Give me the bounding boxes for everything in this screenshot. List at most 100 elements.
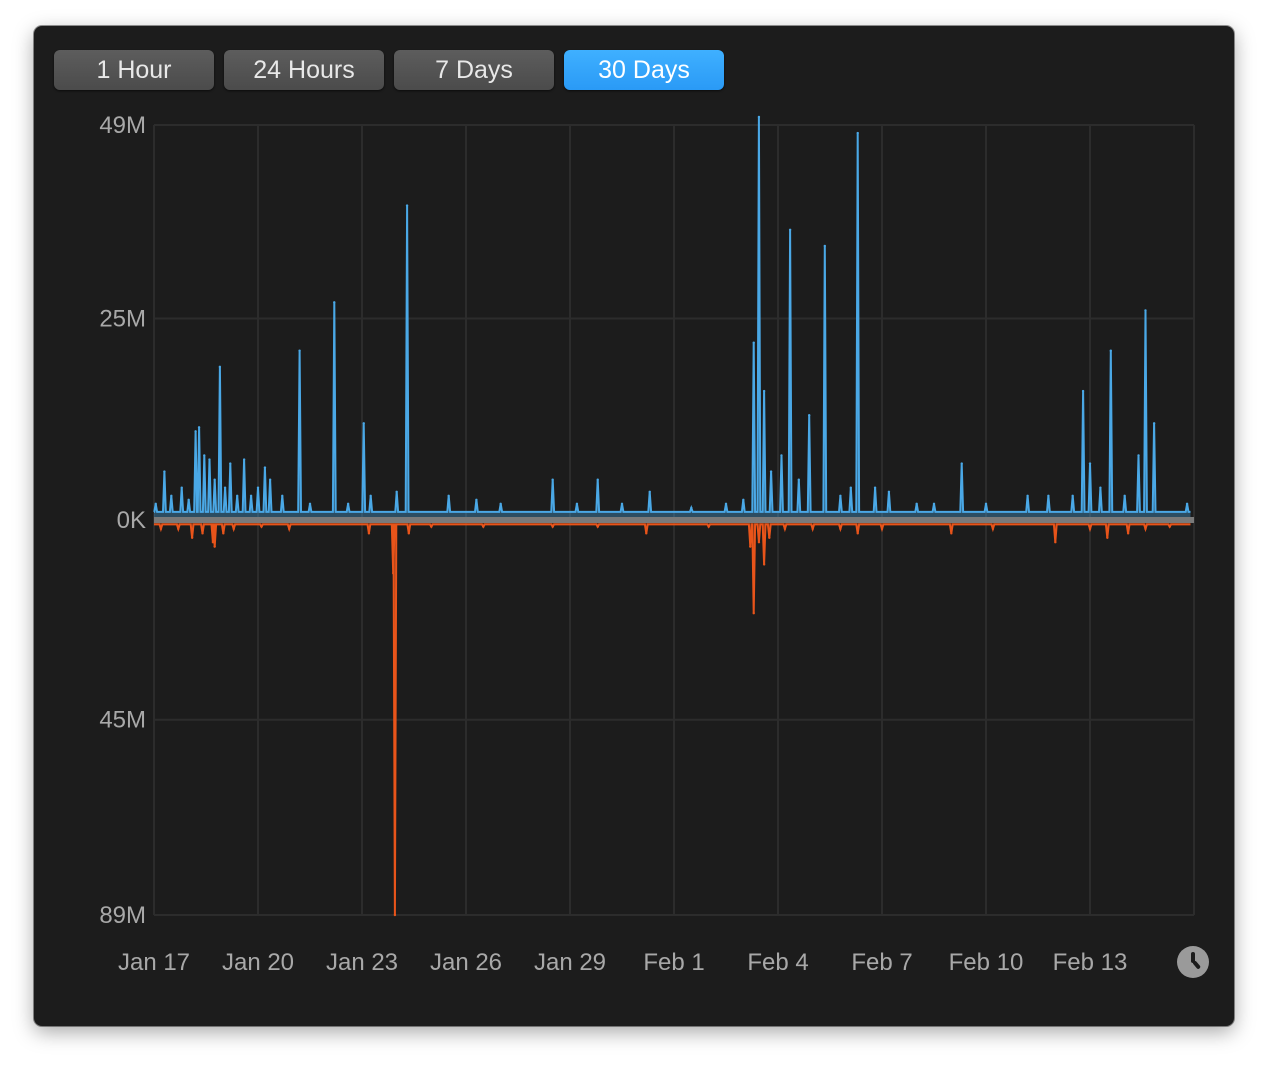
timeframe-24-hours-button[interactable]: 24 Hours xyxy=(224,50,384,90)
timeframe-1-hour-button[interactable]: 1 Hour xyxy=(54,50,214,90)
clock-icon[interactable] xyxy=(1177,946,1209,978)
series-line-0 xyxy=(153,116,1191,513)
data-point xyxy=(236,494,239,498)
data-point xyxy=(797,478,800,481)
data-point xyxy=(1088,527,1092,531)
data-point xyxy=(596,478,599,481)
data-point xyxy=(1081,389,1085,393)
data-point xyxy=(752,612,755,615)
data-point xyxy=(1071,494,1074,498)
zero-line xyxy=(154,517,1194,523)
x-tick-label: Feb 13 xyxy=(1053,949,1128,976)
data-point xyxy=(1026,494,1029,498)
timeframe-30-days-button[interactable]: 30 Days xyxy=(564,50,724,90)
data-point xyxy=(880,527,884,531)
data-point xyxy=(475,498,478,502)
data-point xyxy=(620,502,624,506)
data-point xyxy=(499,502,502,506)
data-point xyxy=(757,115,761,119)
data-point xyxy=(769,470,773,473)
data-point xyxy=(346,502,350,506)
x-tick-label: Jan 17 xyxy=(118,949,190,976)
data-point xyxy=(1137,454,1140,457)
bandwidth-panel: 1 Hour 24 Hours 7 Days 30 Days 49M 25M 0K 4… xyxy=(34,26,1234,1026)
data-point xyxy=(180,486,183,489)
y-tick-label: 25M xyxy=(99,305,146,332)
data-point xyxy=(707,525,710,528)
data-point xyxy=(575,502,579,506)
data-point xyxy=(187,498,190,502)
data-point xyxy=(194,430,197,433)
data-point xyxy=(1126,532,1130,535)
data-point xyxy=(223,486,227,489)
data-point xyxy=(915,502,918,506)
data-point xyxy=(1088,462,1092,465)
data-point xyxy=(788,228,792,231)
data-point xyxy=(849,486,852,489)
x-tick-label: Feb 10 xyxy=(949,949,1024,976)
data-point xyxy=(154,502,157,506)
data-point xyxy=(232,527,235,531)
data-point xyxy=(1054,540,1057,544)
data-point xyxy=(551,525,554,528)
data-point xyxy=(159,527,163,531)
series-layer xyxy=(153,115,1194,917)
data-point xyxy=(856,532,859,535)
data-point xyxy=(393,913,397,917)
axis-labels: 49M 25M 0K 45M 89M Jan 17 Jan 20 Jan 23 Jan 26 Ja… xyxy=(99,112,1127,976)
data-point xyxy=(256,486,260,489)
data-point xyxy=(197,426,201,429)
data-point xyxy=(308,502,312,506)
data-point xyxy=(208,458,211,461)
data-point xyxy=(260,525,263,528)
data-point xyxy=(1144,309,1147,312)
data-point xyxy=(742,498,745,502)
bandwidth-chart: 49M 25M 0K 45M 89M Jan 17 Jan 20 Jan 23 Jan 26 Ja… xyxy=(99,112,1195,976)
y-tick-label: 49M xyxy=(99,112,146,139)
x-tick-label: Feb 1 xyxy=(643,949,704,976)
data-point xyxy=(405,204,409,207)
data-point xyxy=(783,527,787,531)
data-point xyxy=(856,131,859,135)
data-point xyxy=(757,540,761,544)
data-point xyxy=(808,414,811,417)
series-area-1 xyxy=(154,520,1191,915)
data-point xyxy=(780,454,783,457)
data-point xyxy=(229,462,232,465)
data-point xyxy=(887,490,891,493)
data-point xyxy=(648,490,651,493)
data-point xyxy=(222,532,225,535)
data-point xyxy=(395,490,398,493)
data-point xyxy=(1144,527,1147,531)
data-point xyxy=(288,527,291,531)
data-point xyxy=(991,527,995,531)
data-point xyxy=(823,244,826,248)
data-point xyxy=(762,563,766,566)
data-point xyxy=(1185,502,1189,506)
data-point xyxy=(298,349,301,352)
y-tick-label: 89M xyxy=(99,902,146,929)
data-point xyxy=(430,525,433,528)
data-point xyxy=(170,494,173,498)
data-point xyxy=(690,506,693,510)
y-tick-label: 0K xyxy=(117,507,146,534)
data-point xyxy=(752,341,755,344)
data-point xyxy=(281,494,284,498)
x-tick-label: Jan 23 xyxy=(326,949,398,976)
data-point xyxy=(242,458,246,461)
data-point xyxy=(596,525,599,528)
data-point xyxy=(249,494,253,498)
data-point xyxy=(1168,525,1171,528)
data-point xyxy=(768,536,771,539)
x-tick-label: Jan 20 xyxy=(222,949,294,976)
data-point xyxy=(839,494,842,498)
timeframe-7-days-button[interactable]: 7 Days xyxy=(394,50,554,90)
data-point xyxy=(213,478,216,481)
data-point xyxy=(1152,422,1156,425)
data-point xyxy=(203,454,206,457)
data-point xyxy=(762,389,766,393)
data-point xyxy=(749,545,752,548)
data-point xyxy=(177,527,180,531)
data-point xyxy=(163,470,166,473)
data-point xyxy=(263,466,267,469)
